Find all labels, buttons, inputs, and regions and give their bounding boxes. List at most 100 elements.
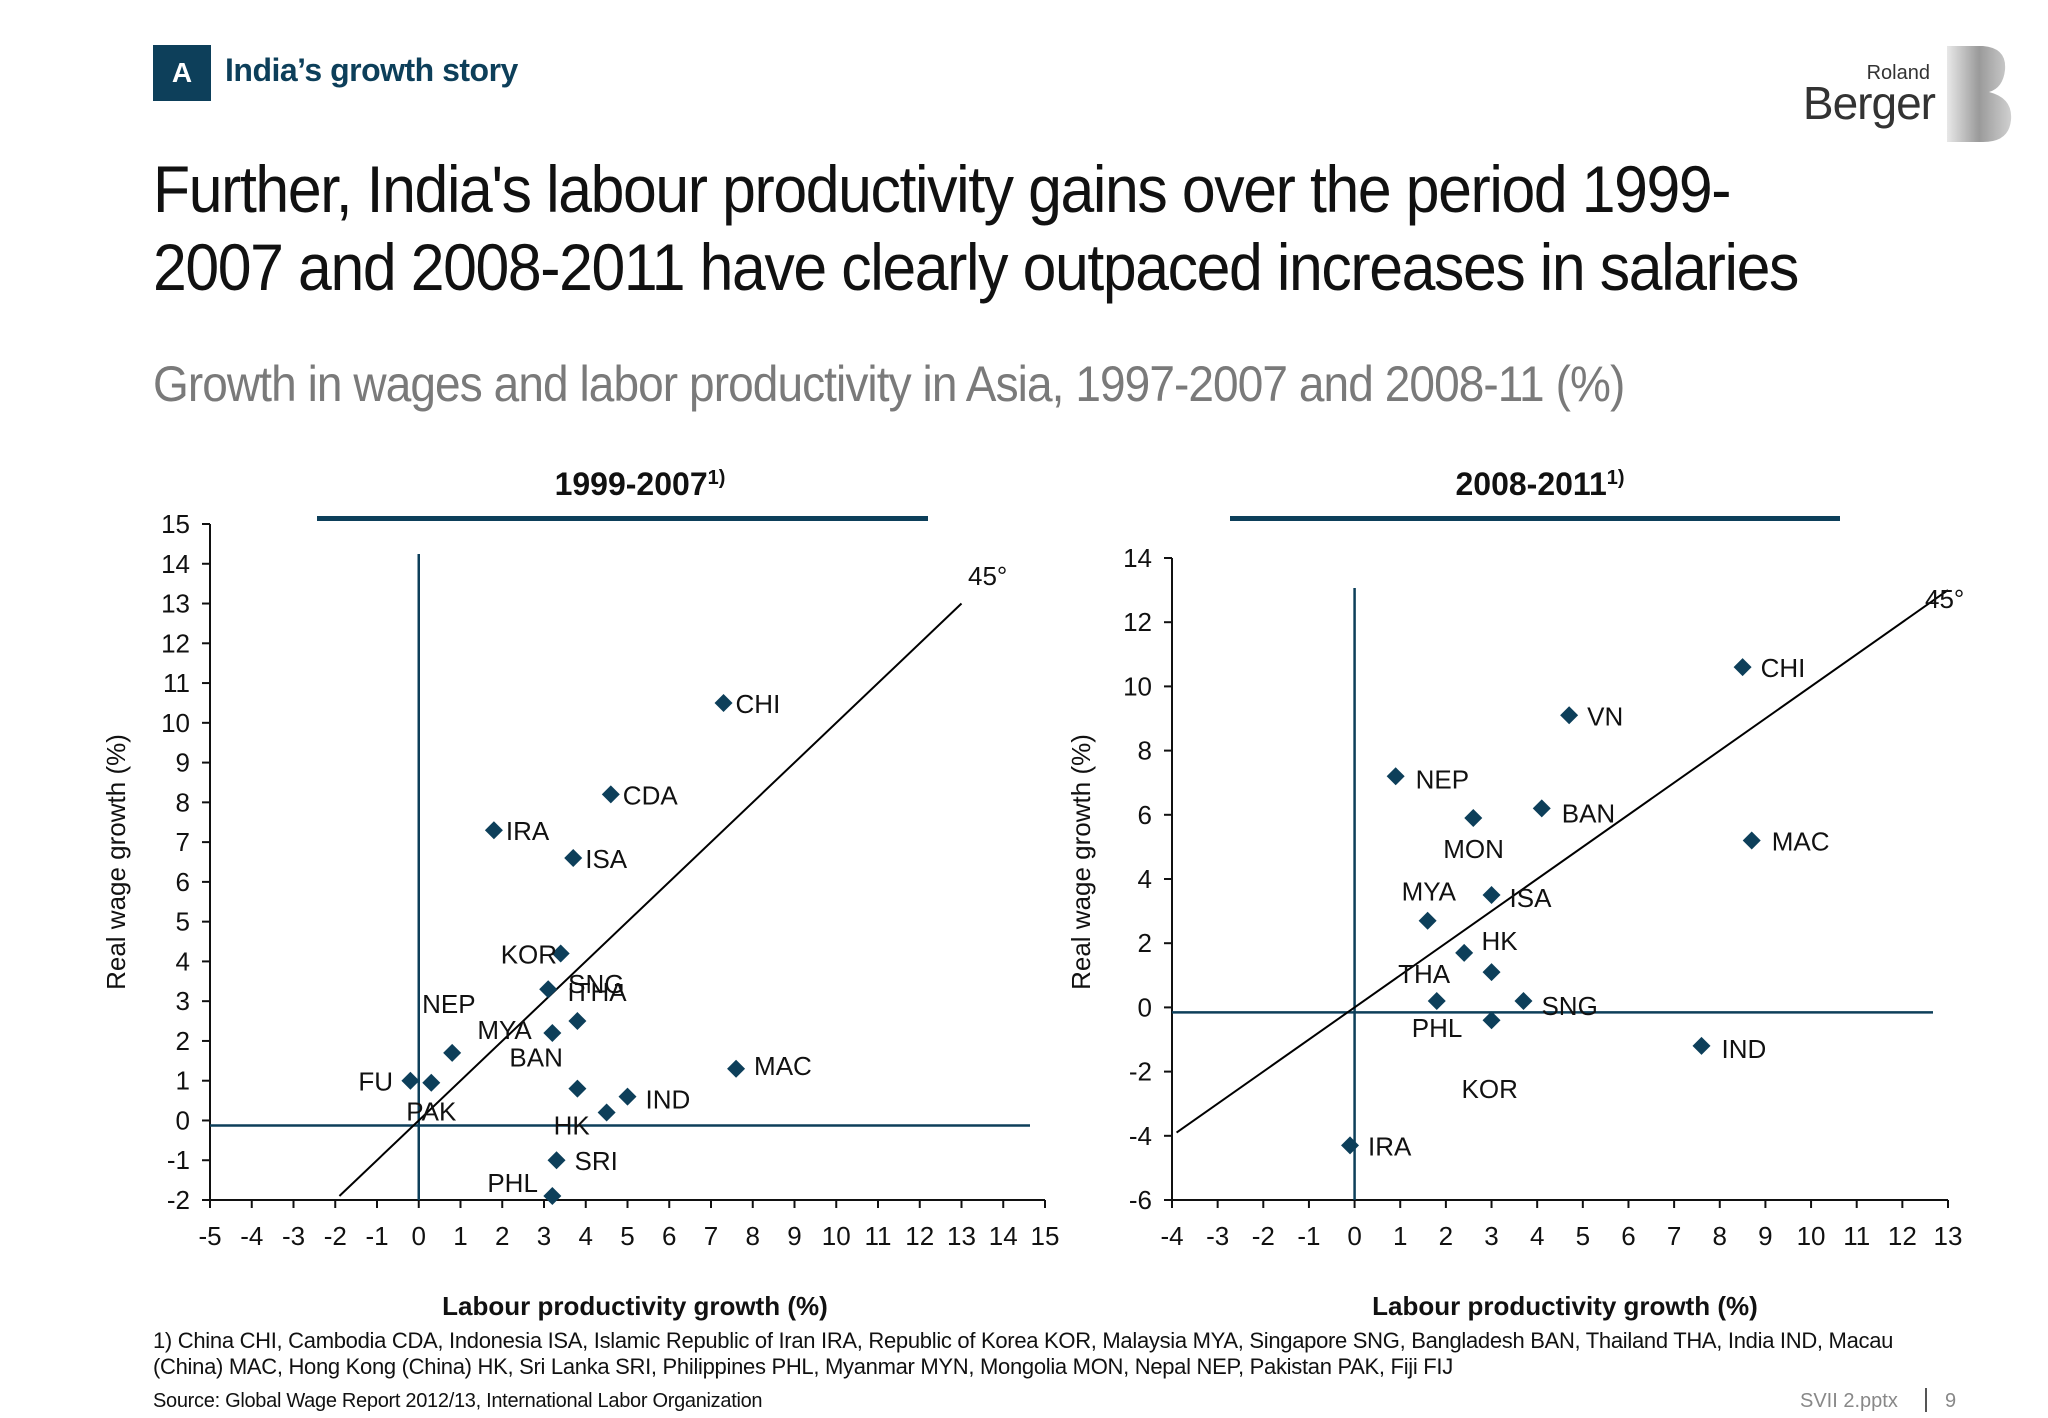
data-point: [1386, 767, 1405, 786]
data-label: MON: [1443, 834, 1504, 864]
data-label: THA: [1398, 959, 1451, 989]
data-point: [1482, 1011, 1501, 1030]
data-point: [564, 849, 583, 868]
x-tick-label: 6: [1621, 1221, 1635, 1251]
data-point: [601, 785, 620, 804]
x-tick-label: 3: [537, 1221, 551, 1251]
x-tick-label: -1: [1297, 1221, 1320, 1251]
x-tick-label: 5: [1576, 1221, 1590, 1251]
data-label: MAC: [754, 1051, 812, 1081]
x-tick-label: 13: [947, 1221, 976, 1251]
x-tick-label: 4: [1530, 1221, 1544, 1251]
data-label: CHI: [1761, 653, 1806, 683]
data-label: PHL: [487, 1168, 538, 1198]
y-tick-label: 5: [176, 907, 190, 937]
data-point: [1455, 943, 1474, 962]
data-point: [1464, 809, 1483, 828]
section-badge: A: [153, 45, 211, 101]
x-tick-label: -5: [198, 1221, 221, 1251]
data-label: NEP: [1416, 764, 1469, 794]
data-label: ISA: [585, 844, 628, 874]
data-label: MYA: [477, 1015, 532, 1045]
chart-subtitle: Growth in wages and labor productivity i…: [153, 356, 1625, 412]
footnote: 1) China CHI, Cambodia CDA, Indonesia IS…: [153, 1328, 1973, 1380]
x-tick-label: 14: [989, 1221, 1018, 1251]
y-tick-label: -1: [167, 1145, 190, 1175]
y-tick-label: 10: [161, 708, 190, 738]
file-name: SVII 2.pptx: [1800, 1390, 1898, 1412]
x-tick-label: -2: [1252, 1221, 1275, 1251]
x-tick-label: 0: [1347, 1221, 1361, 1251]
x-axis-label: Labour productivity growth (%): [442, 1291, 828, 1321]
data-point: [443, 1043, 462, 1062]
data-point: [1341, 1136, 1360, 1155]
data-label: FU: [358, 1067, 393, 1097]
x-tick-label: -4: [240, 1221, 263, 1251]
y-tick-label: 3: [176, 986, 190, 1016]
x-tick-label: 4: [579, 1221, 593, 1251]
data-point: [401, 1071, 420, 1090]
y-axis-label: Real wage growth (%): [1066, 734, 1096, 990]
y-tick-label: 10: [1123, 671, 1152, 701]
data-label: SNG: [1541, 991, 1597, 1021]
footer-divider: [1925, 1388, 1927, 1412]
x-tick-label: -2: [324, 1221, 347, 1251]
x-tick-label: 7: [704, 1221, 718, 1251]
data-point: [543, 1023, 562, 1042]
logo-small-text: Roland: [1866, 62, 1930, 84]
y-tick-label: 15: [161, 509, 190, 539]
data-point: [568, 1079, 587, 1098]
x-tick-label: 5: [620, 1221, 634, 1251]
chart-title: 1999-20071): [555, 466, 726, 502]
data-label: IND: [1722, 1034, 1767, 1064]
data-point: [1482, 886, 1501, 905]
y-tick-label: 12: [161, 628, 190, 658]
y-tick-label: 0: [1138, 992, 1152, 1022]
y-tick-label: 6: [176, 867, 190, 897]
data-point: [1532, 799, 1551, 818]
data-label: BAN: [1562, 798, 1615, 828]
x-tick-label: 11: [865, 1221, 892, 1251]
x-tick-label: 12: [1888, 1221, 1917, 1251]
x-tick-label: -4: [1160, 1221, 1183, 1251]
data-point: [568, 1012, 587, 1031]
y-tick-label: -2: [1129, 1057, 1152, 1087]
page-headline: Further, India's labour productivity gai…: [153, 152, 1799, 304]
data-point: [1418, 911, 1437, 930]
x-tick-label: 8: [746, 1221, 760, 1251]
y-tick-label: 14: [1123, 543, 1152, 573]
data-label: PHL: [1412, 1013, 1463, 1043]
data-label: SRI: [575, 1146, 618, 1176]
data-label: ISA: [1510, 883, 1553, 913]
y-tick-label: 2: [176, 1026, 190, 1056]
data-label: ITHA: [567, 977, 627, 1007]
footnote-line-1: 1) China CHI, Cambodia CDA, Indonesia IS…: [153, 1328, 1894, 1353]
x-tick-label: 12: [905, 1221, 934, 1251]
x-tick-label: 11: [1843, 1221, 1870, 1251]
data-label: IND: [646, 1085, 691, 1115]
data-point: [547, 1151, 566, 1170]
data-point: [551, 944, 570, 963]
x-tick-label: 3: [1484, 1221, 1498, 1251]
chart-title-bar: [317, 516, 928, 521]
x-tick-label: 1: [453, 1221, 467, 1251]
data-label: MAC: [1772, 826, 1830, 856]
data-label: SNG: [568, 969, 624, 999]
data-point: [1733, 658, 1752, 677]
reference-45-line: [1175, 589, 1949, 1134]
data-label: HK: [554, 1111, 591, 1141]
y-tick-label: 4: [1138, 864, 1152, 894]
x-tick-label: 10: [822, 1221, 851, 1251]
data-point: [727, 1059, 746, 1078]
data-label: IRA: [506, 816, 550, 846]
y-tick-label: 11: [163, 668, 190, 698]
section-label: India’s growth story: [225, 52, 518, 88]
data-label: HK: [1482, 926, 1519, 956]
data-point: [1427, 991, 1446, 1010]
x-tick-label: -1: [365, 1221, 388, 1251]
y-tick-label: 9: [176, 748, 190, 778]
source-note: Source: Global Wage Report 2012/13, Inte…: [153, 1390, 763, 1412]
y-tick-label: 2: [1138, 928, 1152, 958]
roland-berger-logo: Roland Berger: [1803, 44, 2015, 144]
x-tick-label: 6: [662, 1221, 676, 1251]
